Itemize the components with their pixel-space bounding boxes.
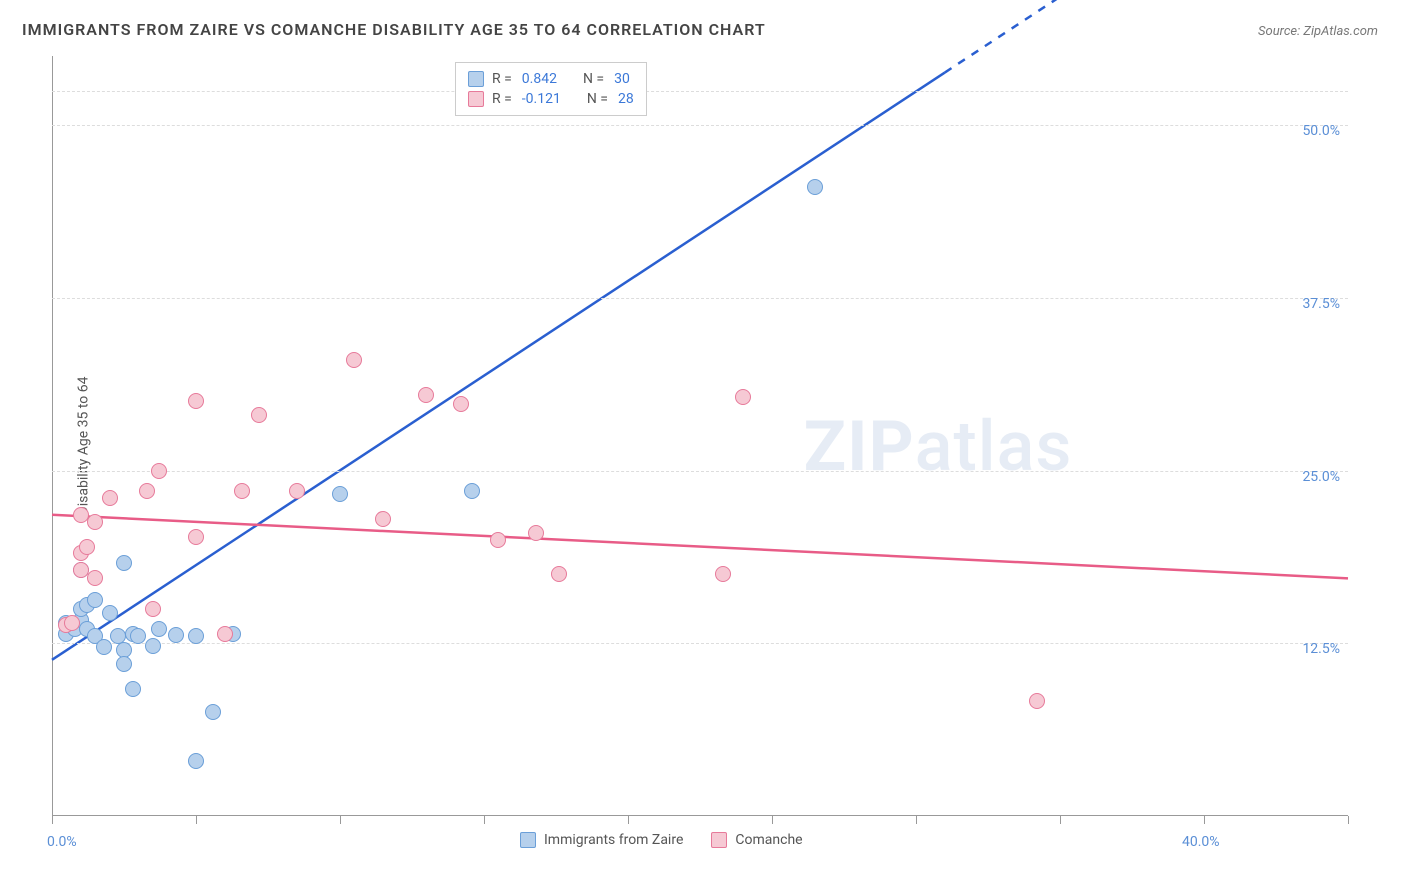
stat-n-label: N = [587,91,608,107]
x-tick [916,816,917,824]
legend-swatch [468,91,484,107]
x-tick [340,816,341,824]
stat-n-value: 30 [614,71,630,87]
data-point [168,627,184,643]
data-point [807,179,823,195]
data-point [735,389,751,405]
data-point [188,529,204,545]
data-point [87,592,103,608]
x-tick [772,816,773,824]
data-point [551,566,567,582]
data-point [251,407,267,423]
x-tick [52,816,53,824]
grid-line [52,643,1348,644]
data-point [116,656,132,672]
data-point [217,626,233,642]
data-point [1029,693,1045,709]
chart-container: IMMIGRANTS FROM ZAIRE VS COMANCHE DISABI… [0,0,1406,892]
stat-r-value: 0.842 [522,71,557,87]
data-point [205,704,221,720]
bottom-legend: Immigrants from Zaire Comanche [520,832,803,848]
data-point [125,681,141,697]
x-tick [1060,816,1061,824]
y-tick-label: 12.5% [1302,641,1340,657]
grid-line [52,298,1348,299]
stats-row: R = -0.121 N = 28 [468,89,634,109]
y-tick-label: 25.0% [1302,469,1340,485]
data-point [289,483,305,499]
legend-swatch [520,832,536,848]
data-point [130,628,146,644]
data-point [453,396,469,412]
y-tick-label: 50.0% [1302,123,1340,139]
x-tick [1204,816,1205,824]
data-point [102,490,118,506]
data-point [87,570,103,586]
data-point [87,514,103,530]
data-point [188,753,204,769]
stats-row: R = 0.842 N = 30 [468,69,634,89]
data-point [490,532,506,548]
y-tick-label: 37.5% [1302,296,1340,312]
x-tick-label: 40.0% [1182,834,1220,850]
x-tick [1348,816,1349,824]
data-point [139,483,155,499]
chart-title: IMMIGRANTS FROM ZAIRE VS COMANCHE DISABI… [22,20,766,39]
data-point [715,566,731,582]
data-point [375,511,391,527]
legend-item: Immigrants from Zaire [520,832,683,848]
data-point [332,486,348,502]
plot-area: ZIPatlas 12.5%25.0%37.5%50.0%0.0%40.0% [52,56,1348,816]
x-tick-label: 0.0% [47,834,77,850]
stat-n-label: N = [583,71,604,87]
data-point [528,525,544,541]
data-point [418,387,434,403]
stats-legend-box: R = 0.842 N = 30 R = -0.121 N = 28 [455,62,647,116]
legend-label: Comanche [735,832,802,848]
trend-line [52,73,945,660]
data-point [102,605,118,621]
data-point [64,615,80,631]
grid-line [52,125,1348,126]
data-point [79,539,95,555]
grid-line [52,471,1348,472]
legend-swatch [711,832,727,848]
data-point [145,601,161,617]
legend-swatch [468,71,484,87]
grid-line [52,91,1348,92]
legend-item: Comanche [711,832,802,848]
source-label: Source: ZipAtlas.com [1258,24,1378,39]
data-point [464,483,480,499]
trend-lines-svg [52,56,1348,816]
data-point [145,638,161,654]
x-tick [628,816,629,824]
data-point [151,463,167,479]
data-point [116,555,132,571]
x-tick [196,816,197,824]
trend-line [52,515,1348,579]
data-point [188,393,204,409]
data-point [96,639,112,655]
stat-n-value: 28 [618,91,634,107]
data-point [234,483,250,499]
legend-label: Immigrants from Zaire [544,832,683,848]
stat-r-label: R = [492,71,512,87]
stat-r-value: -0.121 [522,91,561,107]
x-tick [484,816,485,824]
data-point [151,621,167,637]
data-point [346,352,362,368]
stat-r-label: R = [492,91,512,107]
data-point [188,628,204,644]
